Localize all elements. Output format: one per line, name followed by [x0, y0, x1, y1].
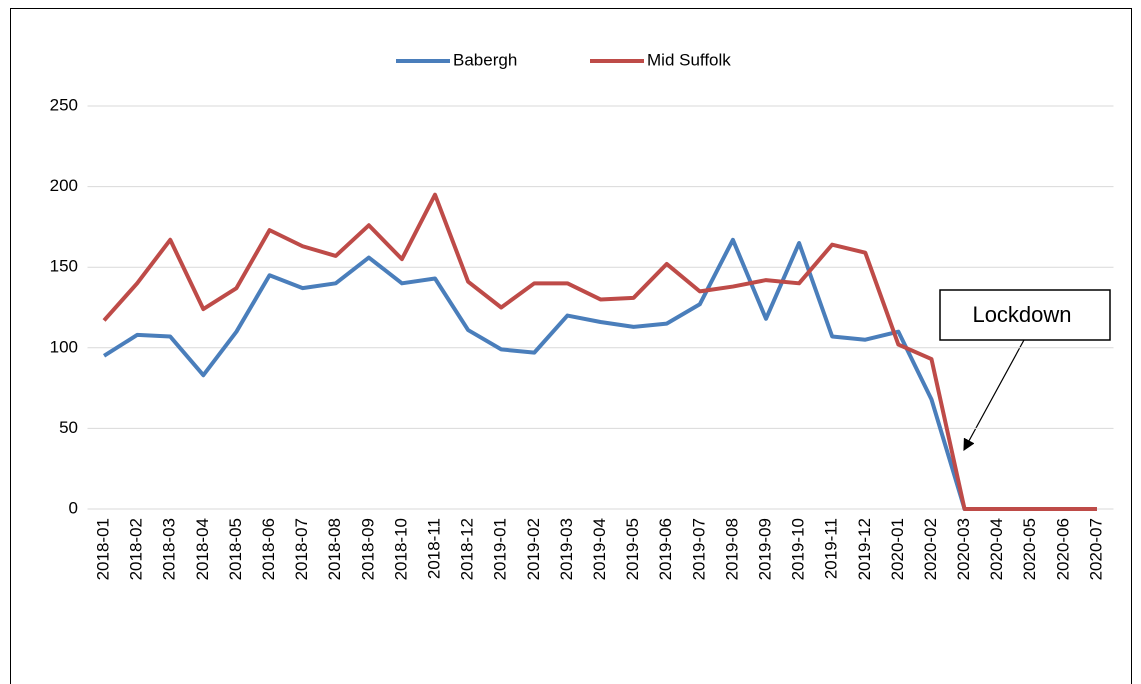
y-tick-label: 200 — [50, 176, 78, 195]
y-tick-label: 250 — [50, 95, 78, 114]
x-tick-label: 2019-06 — [656, 518, 675, 580]
x-tick-label: 2020-06 — [1053, 518, 1072, 580]
x-tick-label: 2018-12 — [458, 518, 477, 580]
x-tick-label: 2019-01 — [491, 518, 510, 580]
x-tick-label: 2019-05 — [623, 518, 642, 580]
legend-label: Mid Suffolk — [647, 50, 731, 69]
x-tick-label: 2019-10 — [789, 518, 808, 580]
chart-frame — [10, 8, 1132, 684]
annotation-arrow — [963, 339, 1025, 452]
x-tick-label: 2018-07 — [292, 518, 311, 580]
x-tick-label: 2019-03 — [557, 518, 576, 580]
x-tick-label: 2018-08 — [325, 518, 344, 580]
x-tick-label: 2020-07 — [1086, 518, 1105, 580]
x-tick-label: 2018-01 — [94, 518, 113, 580]
x-tick-label: 2018-10 — [391, 518, 410, 580]
x-tick-label: 2018-09 — [358, 518, 377, 580]
x-tick-label: 2018-06 — [259, 518, 278, 580]
annotation: Lockdown — [972, 302, 1071, 327]
x-tick-label: 2020-02 — [921, 518, 940, 580]
x-tick-label: 2018-02 — [127, 518, 146, 580]
legend-label: Babergh — [453, 50, 517, 69]
line — [102, 192, 1097, 511]
x-tick-label: 2019-11 — [822, 518, 841, 579]
x-tick-label: 2019-12 — [855, 518, 874, 580]
x-tick-label: 2019-08 — [722, 518, 741, 580]
y-tick-label: 100 — [50, 337, 78, 356]
x-tick-label: 2019-02 — [524, 518, 543, 580]
annotation-box — [939, 289, 1111, 341]
x-tick-label: 2018-03 — [160, 518, 179, 580]
x-tick-label: 2019-07 — [689, 518, 708, 580]
y-tick-label: 150 — [50, 257, 78, 276]
x-tick-label: 2019-04 — [590, 518, 609, 580]
x-tick-label: 2018-04 — [193, 518, 212, 580]
line — [102, 237, 1097, 511]
y-tick-label: 50 — [59, 418, 78, 437]
x-tick-label: 2019-09 — [755, 518, 774, 580]
x-tick-label: 2020-05 — [1020, 518, 1039, 580]
y-tick-label: 0 — [69, 498, 78, 517]
x-tick-label: 2018-11 — [425, 518, 444, 579]
x-tick-label: 2020-04 — [987, 518, 1006, 580]
x-tick-label: 2020-03 — [954, 518, 973, 580]
x-tick-label: 2020-01 — [888, 518, 907, 580]
x-tick-label: 2018-05 — [226, 518, 245, 580]
